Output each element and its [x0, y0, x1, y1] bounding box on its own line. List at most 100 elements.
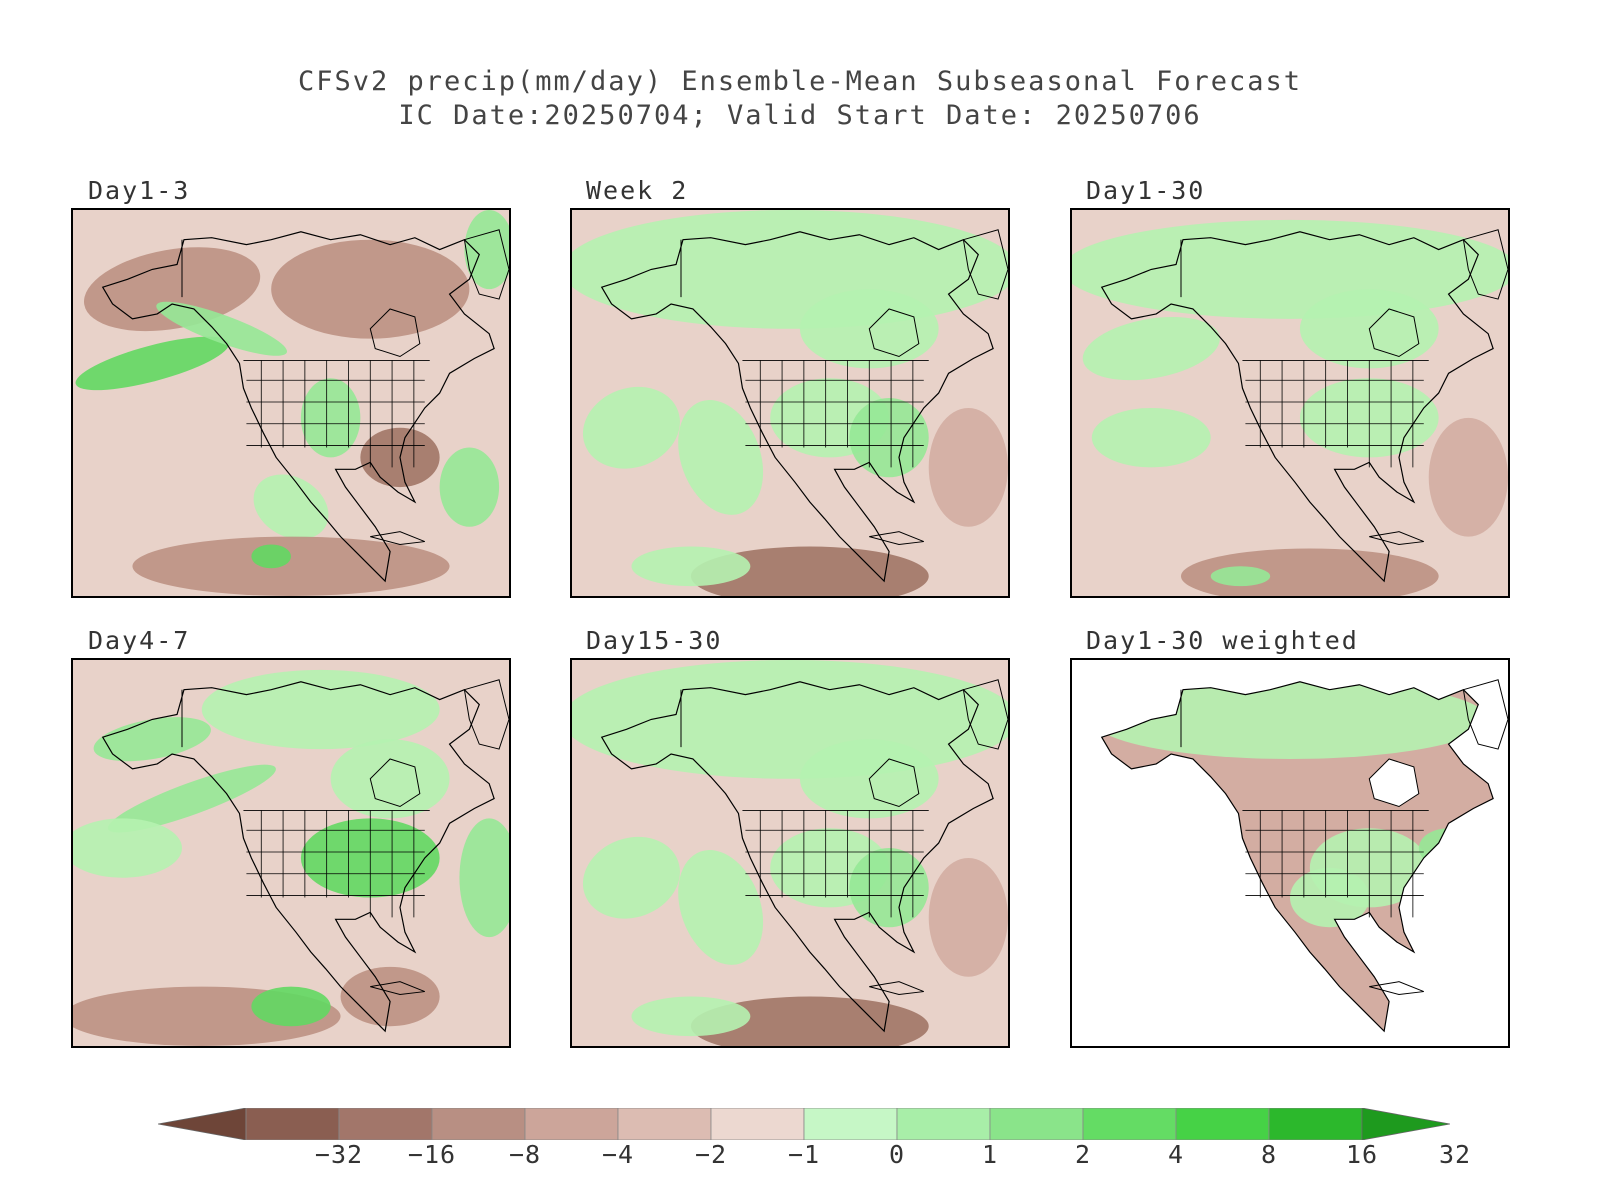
- caribbean-islands: [370, 981, 425, 996]
- precip-anomaly-region: [201, 669, 440, 750]
- caribbean-islands: [869, 531, 924, 546]
- greenland-outline: [962, 679, 1008, 750]
- panel-label-day1-30: Day1-30: [1086, 176, 1206, 205]
- map-svg: [73, 660, 509, 1046]
- colorbar-tick-label: 32: [1438, 1140, 1472, 1169]
- colorbar-tick-label: −8: [508, 1140, 542, 1169]
- precip-anomaly-region: [459, 818, 509, 938]
- state-borders: [246, 360, 425, 468]
- country-borders: [680, 689, 929, 811]
- precip-anomaly-region: [1290, 867, 1370, 928]
- country-borders: [181, 239, 430, 361]
- precip-anomaly-region: [1091, 407, 1211, 468]
- map-svg: [572, 660, 1008, 1046]
- map-panel-day1-3: [71, 208, 511, 598]
- colorbar-tick-label: 1: [981, 1140, 999, 1169]
- precip-anomaly-region: [253, 474, 329, 540]
- precip-anomaly-region: [572, 660, 1008, 779]
- precip-anomaly-region: [631, 546, 751, 587]
- hudson-bay: [1368, 758, 1420, 808]
- colorbar-swatch: [710, 1108, 805, 1140]
- colorbar-swatch: [431, 1108, 526, 1140]
- map-panel-day4-7: [71, 658, 511, 1048]
- precip-anomaly-region: [251, 986, 331, 1027]
- map-svg: [1072, 210, 1508, 596]
- colorbar-swatch: [989, 1108, 1084, 1140]
- coastline: [101, 681, 495, 1033]
- precip-anomaly-region: [1428, 417, 1508, 537]
- state-borders: [1245, 810, 1424, 918]
- map-svg: [1072, 660, 1508, 1046]
- panel-label-day4-7: Day4-7: [88, 626, 191, 655]
- map-svg: [572, 210, 1008, 596]
- colorbar-swatch: [617, 1108, 712, 1140]
- colorbar-swatch: [1175, 1108, 1270, 1140]
- colorbar-swatch: [245, 1108, 340, 1140]
- coastline: [1100, 681, 1494, 1033]
- country-borders: [181, 689, 430, 811]
- colorbar-swatch: [896, 1108, 991, 1140]
- map-panel-day1-30-weighted: [1070, 658, 1510, 1048]
- colorbar-arrow-left: [158, 1108, 247, 1140]
- state-borders: [1245, 360, 1424, 468]
- map-panel-week-2: [570, 208, 1010, 598]
- panel-label-day15-30: Day15-30: [586, 626, 723, 655]
- precip-anomaly-region: [340, 966, 440, 1027]
- greenland-outline: [463, 679, 509, 750]
- precip-anomaly-region: [1101, 681, 1489, 759]
- caribbean-islands: [1369, 981, 1424, 996]
- precip-anomaly-region: [73, 818, 182, 878]
- greenland-outline: [1462, 229, 1508, 300]
- precip-anomaly-region: [1210, 566, 1271, 587]
- coastline: [600, 681, 994, 1033]
- colorbar-tick-label: 2: [1074, 1140, 1092, 1169]
- hudson-bay: [1368, 308, 1420, 358]
- colorbar-tick-label: 0: [888, 1140, 906, 1169]
- map-panel-day15-30: [570, 658, 1010, 1048]
- precip-anomaly-region: [132, 536, 450, 596]
- hudson-bay: [868, 308, 920, 358]
- caribbean-islands: [1369, 531, 1424, 546]
- precip-anomaly-region: [928, 407, 1008, 527]
- figure-title-line-1: CFSv2 precip(mm/day) Ensemble-Mean Subse…: [297, 66, 1303, 97]
- caribbean-islands: [370, 531, 425, 546]
- precip-anomaly-region: [631, 996, 751, 1037]
- colorbar-tick-label: −1: [787, 1140, 821, 1169]
- precip-anomaly-region: [1082, 316, 1220, 381]
- state-borders: [745, 360, 924, 468]
- precip-anomaly-region: [83, 247, 261, 332]
- colorbar-tick-label: 4: [1167, 1140, 1185, 1169]
- hudson-bay: [868, 758, 920, 808]
- colorbar-swatch: [524, 1108, 619, 1140]
- coastline: [600, 231, 994, 583]
- precip-anomaly-region: [582, 386, 680, 469]
- precip-anomaly-region: [690, 996, 929, 1046]
- colorbar-swatch: [1082, 1108, 1177, 1140]
- map-svg: [73, 210, 509, 596]
- coastline: [101, 231, 495, 583]
- precip-anomaly-region: [690, 546, 929, 596]
- precip-anomaly-region: [439, 447, 500, 527]
- state-borders: [745, 810, 924, 918]
- precip-anomaly-region: [156, 301, 287, 356]
- precip-anomaly-region: [330, 739, 450, 819]
- precip-anomaly-region: [849, 848, 929, 928]
- precip-anomaly-region: [75, 336, 229, 391]
- colorbar-tick-label: −32: [314, 1140, 364, 1169]
- colorbar-swatch: [803, 1108, 898, 1140]
- precip-anomaly-region: [678, 400, 764, 515]
- colorbar-tick-label: 16: [1345, 1140, 1379, 1169]
- colorbar-tick-label: 8: [1260, 1140, 1278, 1169]
- precip-anomaly-region: [271, 239, 470, 339]
- colorbar-tick-label: −2: [694, 1140, 728, 1169]
- precip-anomaly-region: [849, 398, 929, 478]
- colorbar-tick-label: −16: [407, 1140, 457, 1169]
- precip-anomaly-region: [572, 210, 1008, 329]
- precip-anomaly-region: [582, 836, 680, 919]
- colorbar-arrow-right: [1361, 1108, 1450, 1140]
- map-panel-day1-30: [1070, 208, 1510, 598]
- colorbar-tick-label: −4: [601, 1140, 635, 1169]
- precip-anomaly-region: [107, 764, 276, 833]
- panel-label-day1-3: Day1-3: [88, 176, 191, 205]
- panel-label-week-2: Week 2: [586, 176, 689, 205]
